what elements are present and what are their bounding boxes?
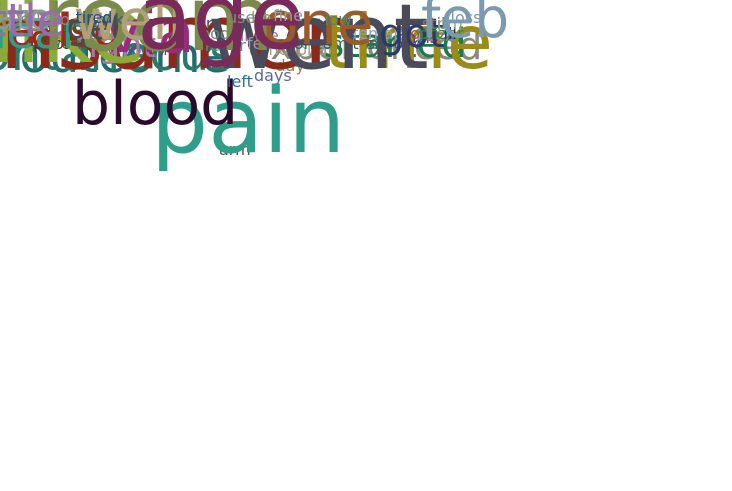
word-go: go	[50, 10, 70, 29]
word-neck: neck	[86, 10, 125, 29]
word-time: time	[323, 0, 493, 86]
word-pm: pm	[437, 14, 463, 33]
word-second: second	[366, 34, 424, 53]
word-concomitant: concomitant	[285, 34, 385, 53]
word-female: female	[352, 24, 408, 43]
word-left: left	[227, 72, 253, 91]
word-went: went	[207, 0, 429, 90]
word-get: get	[66, 7, 124, 48]
word-next: next	[62, 16, 98, 35]
word-spontaneous: spontaneous	[0, 26, 235, 82]
word-tired: tired	[75, 8, 113, 27]
word-consumer: consumer	[0, 0, 341, 90]
word-fine: fine	[273, 6, 304, 25]
word-little: little	[0, 0, 65, 47]
word-room: room	[41, 0, 275, 72]
word-prior: prior	[33, 34, 71, 53]
word-came: came	[12, 6, 57, 25]
word-also: also	[29, 3, 121, 57]
word-hospital: hospital	[268, 40, 332, 59]
word-ill: ill	[443, 24, 457, 43]
word-days: days	[254, 66, 292, 85]
word-bp: bp	[251, 8, 272, 27]
word-body: body	[200, 24, 240, 43]
word-date: date	[247, 34, 284, 53]
word-feel: feel	[0, 0, 58, 40]
word-day: day	[275, 56, 305, 75]
word-event: event	[42, 34, 88, 53]
word-well: well	[73, 0, 183, 52]
word-rash: rash	[0, 3, 90, 57]
word-fever: fever	[204, 36, 246, 55]
word-outcome: outcome	[19, 28, 231, 84]
word-via: via	[105, 0, 195, 67]
word-pain: pain	[151, 69, 346, 174]
word-still: still	[422, 14, 450, 33]
word-felt: felt	[247, 34, 274, 53]
word-feb: feb	[421, 0, 510, 50]
word-low: low	[324, 10, 352, 29]
word-experienced: experienced	[247, 24, 483, 68]
word-pfizer: pfizer	[418, 24, 464, 43]
word-use: use	[227, 8, 256, 27]
word-age: age	[137, 0, 305, 70]
word-back: back	[416, 26, 455, 45]
word-got: got	[379, 11, 445, 57]
word-er: er	[196, 14, 213, 33]
word-rate: rate	[0, 0, 51, 38]
word-right: right	[74, 25, 157, 66]
word-like: like	[0, 0, 146, 84]
word-arm: arm	[219, 140, 251, 159]
word-one: one	[262, 0, 374, 59]
word-single: single	[231, 26, 279, 45]
word-chills: chills	[397, 28, 439, 47]
word-loss: loss	[450, 8, 482, 27]
word-blood: blood	[72, 69, 239, 139]
word-shot: shot	[77, 7, 153, 48]
word-symptoms: symptoms	[98, 40, 182, 59]
word-route: route	[404, 24, 447, 43]
word-heart: heart	[0, 5, 98, 59]
word-started: started	[323, 21, 467, 67]
